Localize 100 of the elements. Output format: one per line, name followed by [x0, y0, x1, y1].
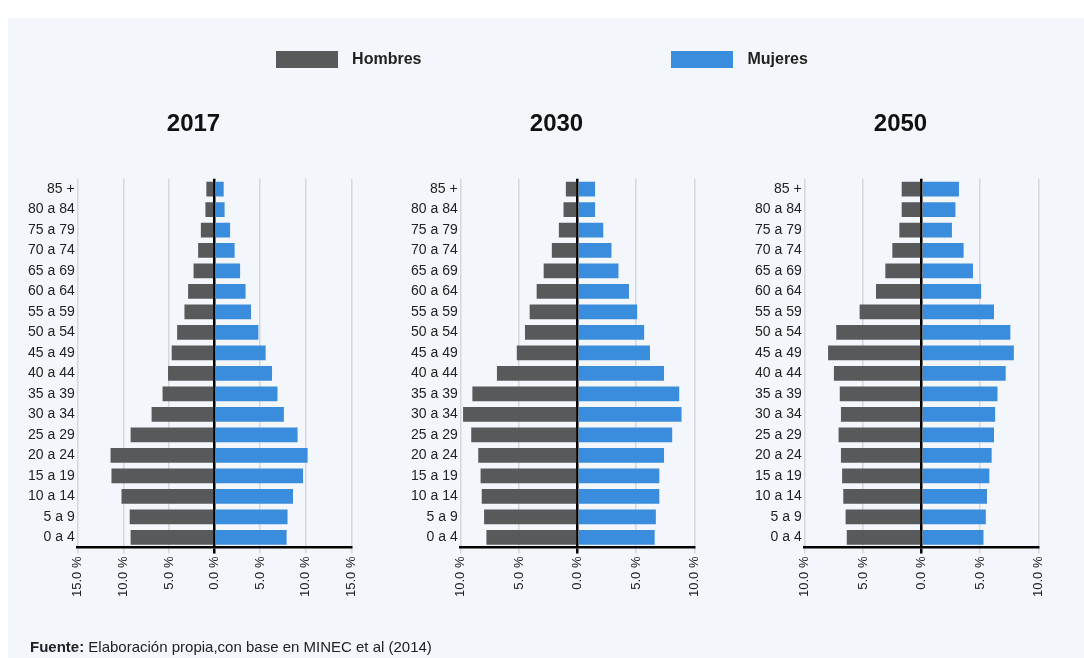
bar	[558, 222, 577, 238]
bar	[922, 202, 956, 217]
bar	[899, 222, 921, 238]
x-tick-label: 5.0 %	[854, 556, 870, 590]
x-tick-label: 0.0 %	[569, 556, 585, 590]
y-tick-label: 0 a 4	[426, 528, 458, 545]
y-tick-label: 75 a 79	[754, 220, 802, 237]
y-tick-label: 25 a 29	[410, 425, 458, 442]
bar	[524, 325, 577, 340]
bar	[171, 345, 214, 361]
bar	[578, 447, 665, 463]
bar	[578, 325, 645, 340]
y-tick-label: 50 a 54	[754, 323, 802, 340]
y-tick-label: 10 a 14	[410, 487, 458, 504]
bar	[536, 284, 577, 299]
bar	[578, 366, 665, 381]
bar	[922, 263, 973, 279]
x-tick-label: 0.0 %	[206, 556, 222, 590]
bar	[215, 243, 235, 258]
bar	[922, 304, 994, 320]
x-tick-label: 10.0 %	[452, 556, 468, 598]
y-tick-label: 60 a 64	[410, 282, 458, 299]
bar	[551, 243, 577, 258]
bar	[463, 407, 577, 422]
bar	[529, 304, 577, 320]
y-tick-label: 55 a 59	[410, 302, 458, 319]
bar	[892, 243, 921, 258]
bar	[206, 181, 214, 197]
y-tick-label: 50 a 54	[410, 323, 458, 340]
bar	[922, 222, 952, 238]
y-tick-label: 20 a 24	[754, 446, 802, 463]
bar	[922, 509, 986, 525]
bar	[578, 202, 596, 217]
bar	[828, 345, 921, 361]
y-tick-label: 20 a 24	[27, 446, 75, 463]
y-tick-label: 20 a 24	[410, 446, 458, 463]
y-tick-label: 45 a 49	[754, 343, 802, 360]
bar	[845, 509, 921, 525]
bar	[215, 427, 298, 443]
y-tick-label: 30 a 34	[754, 405, 802, 422]
bar	[578, 284, 629, 299]
chart-title: 2050	[873, 109, 928, 137]
bar	[215, 181, 224, 197]
y-tick-label: 35 a 39	[410, 384, 458, 401]
bar	[215, 529, 287, 545]
y-tick-label: 25 a 29	[27, 425, 75, 442]
bar	[481, 488, 577, 504]
y-tick-label: 30 a 34	[27, 405, 75, 422]
y-tick-label: 10 a 14	[754, 487, 802, 504]
bar	[200, 222, 214, 238]
bar	[121, 488, 214, 504]
bar	[578, 488, 660, 504]
x-tick-label: 10.0 %	[685, 556, 701, 598]
bar	[839, 386, 921, 402]
y-tick-label: 25 a 29	[754, 425, 802, 442]
x-tick-label: 10.0 %	[114, 556, 130, 598]
x-tick-label: 10.0 %	[796, 556, 812, 598]
bar	[578, 181, 596, 197]
bar	[875, 284, 921, 299]
y-tick-label: 15 a 19	[27, 466, 75, 483]
x-tick-label: 5.0 %	[251, 556, 267, 590]
y-tick-label: 15 a 19	[754, 466, 802, 483]
source-note: Fuente: Elaboración propia,con base en MINEC et al (2014)	[30, 638, 432, 655]
y-tick-label: 60 a 64	[27, 282, 75, 299]
bar	[922, 325, 1011, 340]
y-tick-label: 35 a 39	[27, 384, 75, 401]
y-tick-label: 65 a 69	[754, 261, 802, 278]
bar	[901, 202, 921, 217]
bar	[922, 284, 982, 299]
bar	[922, 345, 1014, 361]
bar	[578, 386, 680, 402]
bar	[901, 181, 921, 197]
bar	[215, 222, 231, 238]
y-tick-label: 10 a 14	[27, 487, 75, 504]
bar	[842, 468, 921, 484]
legend-label: Hombres	[352, 50, 422, 68]
x-tick-label: 10.0 %	[1029, 556, 1045, 598]
bar	[215, 366, 273, 381]
y-tick-label: 5 a 9	[770, 507, 802, 524]
y-tick-label: 65 a 69	[410, 261, 458, 278]
bar	[578, 345, 650, 361]
x-tick-label: 5.0 %	[971, 556, 987, 590]
bar	[578, 427, 673, 443]
x-tick-label: 5.0 %	[510, 556, 526, 590]
bar	[922, 468, 990, 484]
bar	[840, 407, 921, 422]
bar	[215, 386, 278, 402]
bar	[110, 447, 214, 463]
y-tick-label: 15 a 19	[410, 466, 458, 483]
bar	[478, 447, 577, 463]
y-tick-label: 55 a 59	[27, 302, 75, 319]
bar	[578, 304, 638, 320]
y-tick-label: 30 a 34	[410, 405, 458, 422]
y-tick-label: 40 a 44	[27, 364, 75, 381]
y-tick-label: 70 a 74	[754, 241, 802, 258]
y-tick-label: 5 a 9	[426, 507, 458, 524]
bar	[885, 263, 921, 279]
x-tick-label: 0.0 %	[913, 556, 929, 590]
bar	[215, 468, 304, 484]
bar	[151, 407, 214, 422]
